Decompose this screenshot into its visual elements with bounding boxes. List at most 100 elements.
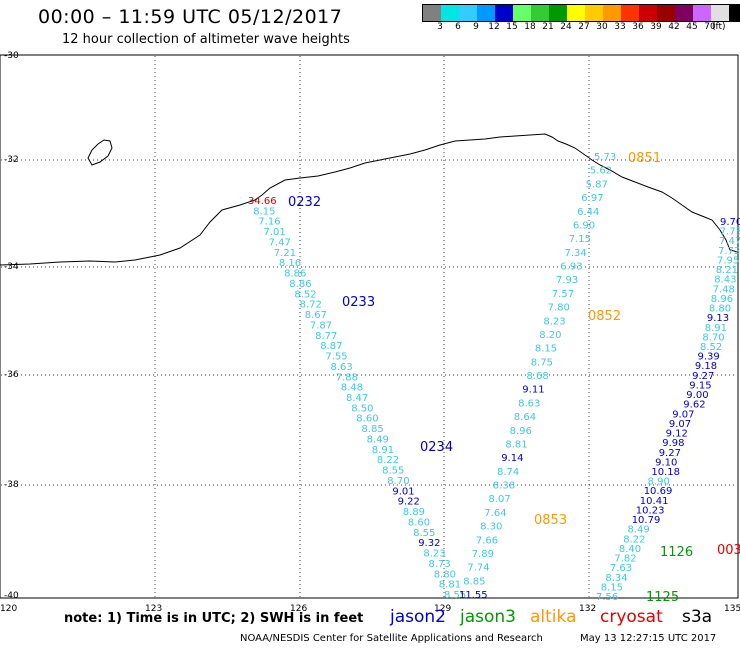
swh-value: 11.55	[459, 590, 488, 601]
swh-value: 9.27	[659, 448, 681, 459]
swh-value: 8.49	[367, 435, 389, 446]
scale-label: 3	[437, 22, 443, 32]
pass-time-label: 0853	[534, 513, 567, 528]
scale-swatch	[621, 5, 639, 21]
swh-value: 7.89	[472, 549, 494, 560]
swh-value: 6.97	[581, 193, 603, 204]
swh-value: 7.88	[336, 372, 358, 383]
swh-value: 8.90	[648, 477, 670, 488]
swh-value: 7.66	[476, 535, 498, 546]
swh-value: 7.73	[720, 227, 740, 238]
scale-swatch	[657, 5, 675, 21]
swh-value: 5.73	[594, 152, 616, 163]
units-note: note: 1) Time is in UTC; 2) SWH is in fe…	[64, 611, 364, 626]
lon-label-129: 129	[434, 604, 452, 614]
swh-value: 7.47	[719, 236, 740, 247]
legend-cryosat: cryosat	[600, 607, 663, 627]
scale-swatch	[513, 5, 531, 21]
pass-times: 0232 0233 0234 0851 0852 0853 1126 1125 003	[288, 151, 740, 605]
swh-value: 8.23	[543, 316, 565, 327]
swh-value: 9.13	[707, 313, 729, 324]
swh-value: 7.82	[614, 554, 636, 565]
swh-value: 9.15	[689, 381, 711, 392]
swh-value: 6.44	[577, 207, 599, 218]
swh-value: 9.18	[695, 361, 717, 372]
swh-value: 9.22	[398, 497, 420, 508]
scale-swatch	[477, 5, 495, 21]
scale-swatch	[423, 5, 441, 21]
swh-value: 10.41	[640, 496, 669, 507]
map-frame	[0, 54, 739, 599]
swh-values: 34.668.157.167.017.477.218.168.868.868.5…	[248, 152, 740, 603]
legend-jason2: jason2	[390, 607, 446, 627]
swh-value: 9.62	[683, 400, 705, 411]
swh-value: 8.85	[463, 576, 485, 587]
legend-altika: altika	[530, 607, 577, 627]
scale-label: 27	[578, 22, 590, 32]
swh-value: 7.64	[484, 508, 506, 519]
swh-value: 7.63	[610, 563, 632, 574]
swh-value: 7.16	[258, 217, 280, 228]
lat-label-40: -40	[4, 591, 19, 601]
swh-value: 8.50	[351, 403, 373, 414]
swh-value: 7.48	[713, 284, 735, 295]
swh-value: 9.70	[720, 217, 740, 228]
swh-value: 8.22	[623, 534, 645, 545]
swh-value: 8.86	[289, 279, 311, 290]
swh-value: 7.74	[467, 563, 489, 574]
swh-value: 8.89	[403, 507, 425, 518]
lon-label-132: 132	[579, 604, 597, 614]
lon-label-135: 135	[724, 604, 740, 614]
legend-s3a: s3a	[682, 607, 713, 627]
scale-label: 33	[614, 22, 626, 32]
swh-value: 8.77	[315, 331, 337, 342]
swh-value: 8.75	[531, 357, 553, 368]
scale-swatch	[675, 5, 693, 21]
pass-time-label: 0234	[420, 440, 453, 455]
scale-label: 9	[473, 22, 479, 32]
swh-value: 9.39	[698, 352, 720, 363]
scale-swatch	[585, 5, 603, 21]
swh-value: 9.32	[418, 538, 440, 549]
swh-value: 8.15	[535, 344, 557, 355]
color-scale	[422, 4, 740, 22]
scale-label: 18	[524, 22, 536, 32]
swh-value: 7.01	[264, 227, 286, 238]
swh-value: 8.55	[413, 528, 435, 539]
swh-value: 7.47	[269, 238, 291, 249]
lon-label-126: 126	[290, 604, 308, 614]
pass-time-label: 0852	[588, 309, 621, 324]
scale-swatch	[459, 5, 477, 21]
swh-value: 9.11	[522, 385, 544, 396]
swh-value: 8.86	[284, 269, 306, 280]
swh-value: 7.95	[717, 256, 739, 267]
swh-value: 8.55	[444, 590, 466, 601]
swh-value: 8.81	[439, 580, 461, 591]
swh-value: 8.16	[279, 258, 301, 269]
swh-value: 10.69	[644, 486, 673, 497]
island	[87, 139, 113, 166]
swh-value: 9.00	[686, 390, 708, 401]
swh-value: 9.98	[662, 438, 684, 449]
swh-value: 34.66	[248, 196, 277, 207]
swh-value: 8.70	[702, 332, 724, 343]
swh-value: 8.80	[709, 304, 731, 315]
swh-value: 8.91	[372, 445, 394, 456]
lon-label-120: 120	[0, 604, 18, 614]
scale-swatch	[531, 5, 549, 21]
swh-value: 8.43	[714, 275, 736, 286]
map-subtitle: 12 hour collection of altimeter wave hei…	[62, 32, 350, 47]
pass-time-label: 0232	[288, 195, 321, 210]
swh-value: 9.10	[655, 457, 677, 468]
swh-value: 8.49	[628, 525, 650, 536]
footer-credit: NOAA/NESDIS Center for Satellite Applica…	[240, 633, 543, 644]
swh-value: 8.60	[408, 517, 430, 528]
scale-label: 42	[668, 22, 680, 32]
lon-label-123: 123	[145, 604, 163, 614]
scale-swatch	[639, 5, 657, 21]
swh-value: 6.93	[560, 262, 582, 273]
swh-value: 8.72	[300, 300, 322, 311]
scale-label: 15	[506, 22, 518, 32]
swh-value: 7.56	[596, 592, 618, 603]
lat-label-30: -30	[4, 51, 19, 61]
